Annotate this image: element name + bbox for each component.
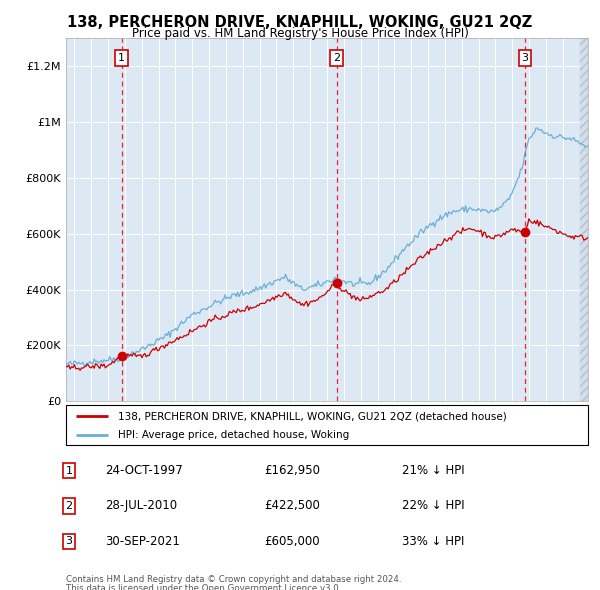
Text: 2: 2 [333, 53, 340, 63]
Text: 138, PERCHERON DRIVE, KNAPHILL, WOKING, GU21 2QZ (detached house): 138, PERCHERON DRIVE, KNAPHILL, WOKING, … [118, 411, 507, 421]
Text: Price paid vs. HM Land Registry's House Price Index (HPI): Price paid vs. HM Land Registry's House … [131, 27, 469, 40]
Text: 28-JUL-2010: 28-JUL-2010 [105, 499, 177, 513]
Text: 138, PERCHERON DRIVE, KNAPHILL, WOKING, GU21 2QZ: 138, PERCHERON DRIVE, KNAPHILL, WOKING, … [67, 15, 533, 30]
FancyBboxPatch shape [66, 405, 588, 445]
Text: 21% ↓ HPI: 21% ↓ HPI [402, 464, 464, 477]
Text: 24-OCT-1997: 24-OCT-1997 [105, 464, 183, 477]
Text: 33% ↓ HPI: 33% ↓ HPI [402, 535, 464, 548]
Text: This data is licensed under the Open Government Licence v3.0.: This data is licensed under the Open Gov… [66, 584, 341, 590]
Text: £605,000: £605,000 [264, 535, 320, 548]
Text: 1: 1 [118, 53, 125, 63]
Text: HPI: Average price, detached house, Woking: HPI: Average price, detached house, Woki… [118, 430, 349, 440]
Text: 22% ↓ HPI: 22% ↓ HPI [402, 499, 464, 513]
Bar [580, 38, 588, 401]
Text: 1: 1 [65, 466, 73, 476]
Text: 2: 2 [65, 501, 73, 511]
Text: 3: 3 [65, 536, 73, 546]
Text: 3: 3 [521, 53, 529, 63]
Text: 30-SEP-2021: 30-SEP-2021 [105, 535, 180, 548]
Text: £162,950: £162,950 [264, 464, 320, 477]
Text: £422,500: £422,500 [264, 499, 320, 513]
Text: Contains HM Land Registry data © Crown copyright and database right 2024.: Contains HM Land Registry data © Crown c… [66, 575, 401, 584]
